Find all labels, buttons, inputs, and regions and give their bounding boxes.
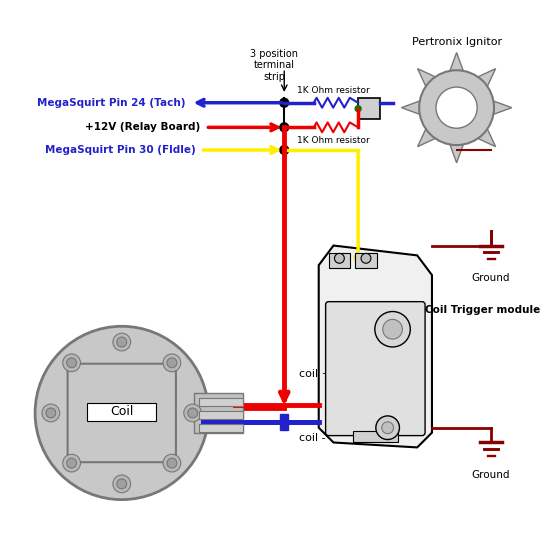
Polygon shape <box>450 144 463 163</box>
Bar <box>358 98 380 119</box>
Circle shape <box>167 358 177 368</box>
Circle shape <box>280 123 289 132</box>
Circle shape <box>167 458 177 468</box>
Circle shape <box>113 475 130 493</box>
Bar <box>87 403 156 421</box>
Circle shape <box>63 454 81 472</box>
Circle shape <box>117 337 127 347</box>
Bar <box>329 254 350 268</box>
Circle shape <box>382 319 403 339</box>
Circle shape <box>419 70 494 145</box>
Text: Ground: Ground <box>472 470 510 480</box>
Text: Coil: Coil <box>110 405 133 418</box>
Text: 1K Ohm resistor: 1K Ohm resistor <box>297 86 370 95</box>
Polygon shape <box>418 129 435 147</box>
Circle shape <box>163 354 181 372</box>
Polygon shape <box>493 101 512 114</box>
Circle shape <box>163 454 181 472</box>
FancyBboxPatch shape <box>325 302 425 436</box>
Text: coil -: coil - <box>299 432 326 442</box>
Circle shape <box>113 333 130 351</box>
Bar <box>199 424 243 432</box>
Polygon shape <box>402 101 420 114</box>
Text: Pertronix Ignitor: Pertronix Ignitor <box>412 36 502 46</box>
Text: +12V (Relay Board): +12V (Relay Board) <box>85 122 200 132</box>
Circle shape <box>375 311 410 347</box>
Circle shape <box>35 326 208 500</box>
Polygon shape <box>478 129 496 147</box>
Circle shape <box>382 422 394 433</box>
Circle shape <box>355 106 361 111</box>
Bar <box>199 398 243 406</box>
Polygon shape <box>319 245 432 447</box>
FancyBboxPatch shape <box>68 363 176 462</box>
Circle shape <box>188 408 198 418</box>
Bar <box>194 393 243 433</box>
Bar <box>353 431 398 442</box>
Polygon shape <box>418 69 435 86</box>
Bar <box>281 414 288 430</box>
Circle shape <box>67 358 77 368</box>
Circle shape <box>280 99 289 107</box>
Circle shape <box>117 479 127 489</box>
Bar <box>199 411 243 419</box>
Circle shape <box>361 254 371 263</box>
Text: coil +: coil + <box>299 368 331 379</box>
Text: MegaSquirt Pin 24 (Tach): MegaSquirt Pin 24 (Tach) <box>38 98 186 108</box>
Circle shape <box>376 416 399 440</box>
Circle shape <box>334 254 344 263</box>
Polygon shape <box>478 69 496 86</box>
Circle shape <box>280 146 289 155</box>
Circle shape <box>42 404 60 422</box>
Text: 3 position
terminal
strip: 3 position terminal strip <box>250 49 298 82</box>
Text: 1K Ohm resistor: 1K Ohm resistor <box>297 136 370 144</box>
Bar <box>355 254 377 268</box>
Polygon shape <box>450 53 463 71</box>
Circle shape <box>46 408 56 418</box>
Text: Ground: Ground <box>472 273 510 283</box>
Circle shape <box>184 404 202 422</box>
Text: MegaSquirt Pin 30 (Fldle): MegaSquirt Pin 30 (Fldle) <box>45 145 195 155</box>
Text: Coil Trigger module: Coil Trigger module <box>425 305 540 315</box>
Circle shape <box>63 354 81 372</box>
Circle shape <box>436 87 477 128</box>
Circle shape <box>67 458 77 468</box>
